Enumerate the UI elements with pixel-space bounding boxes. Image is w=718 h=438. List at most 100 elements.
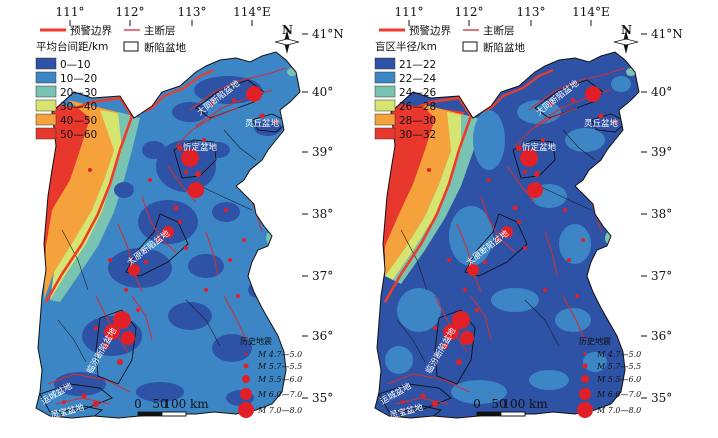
legend-class-label: 28—30 [399,115,436,127]
lat-label: 36° [312,329,333,343]
eq-legend-symbol [577,402,593,418]
class-patches-22-24 [385,76,631,404]
scale-label: 0 [473,397,481,411]
lat-label: 35° [651,391,672,405]
lat-label: 41°N [312,27,344,41]
lat-label: 41°N [651,27,683,41]
legend-class-label: 20—30 [60,87,97,99]
eq-legend-title: 历史地震 [240,336,272,346]
legend-basin-swatch [462,41,478,52]
fault-basin-outlines [378,79,628,418]
lat-label: 36° [651,329,672,343]
scale-bar [137,411,187,417]
lat-label: 38° [651,207,672,221]
eq-legend-title: 历史地震 [579,336,611,346]
lon-label: 112° [455,5,484,19]
panel-left [35,51,301,419]
eq-legend-symbol [582,363,588,369]
secondary-fault-lines [396,129,596,363]
main-fault-lines [47,67,287,405]
panel-overlay-2: 111° 112° 113° 114°E 41°N 40° 39° 38° 37° 36° 35° N… [374,5,683,421]
legend-class-label: 40—50 [60,115,97,127]
eq-legend-label: M 7.0—8.0 [596,406,641,415]
lon-label: 113° [178,5,207,19]
scale-label: 100 km [502,397,548,411]
legend-class-swatch [35,71,57,84]
eq-legend-symbol [238,402,254,418]
legend-class-swatch [35,57,57,70]
north-arrow-icon [274,30,300,54]
legend-class-swatch [374,57,396,70]
eq-legend-symbol [240,388,252,400]
legend-class-swatch [35,127,57,140]
scale-label: 100 km [163,397,209,411]
legend-class-swatch [35,85,57,98]
eq-legend-label: M 5.7—5.5 [257,362,302,371]
eq-legend-symbol [244,352,248,356]
legend-class-label: 26—28 [399,101,436,113]
eq-legend-label: M 6.0—7.0 [257,390,302,399]
class-band-28-30 [385,104,469,276]
panel-right [374,51,640,419]
eq-legend-label: M 4.7—5.0 [257,350,302,359]
legend-class-label: 22—24 [399,73,437,85]
legend-class-label: 10—20 [60,73,97,85]
legend-class-swatch [374,85,396,98]
lat-label: 40° [651,85,672,99]
legend-basin-label: 断陷盆地 [483,41,525,54]
class-band-30-40 [50,110,134,300]
legend-class-swatch [374,127,396,140]
lat-label: 37° [651,269,672,283]
warning-boundary-line-north [470,68,554,118]
eq-legend-label: M 5.5—6.0 [257,375,302,384]
legend-fault-label: 主断层 [144,24,176,37]
lon-label: 111° [395,5,424,19]
class-band-26-28 [385,112,475,280]
legend-class-swatch [35,99,57,112]
legend-warning-label: 预警边界 [409,24,451,37]
warning-boundary-line [383,96,473,303]
lat-label: 40° [312,85,333,99]
legend-class-label: 24—26 [399,87,437,99]
lon-label: 114°E [572,5,610,19]
class-band-40-50 [44,100,134,300]
class-band-20-30 [50,112,140,302]
legend-basin-swatch [123,41,139,52]
legend-class-label: 0—10 [60,59,91,71]
basin-label: 忻定盆地 [522,142,557,153]
earthquake-dots [62,86,278,407]
lat-label: 38° [312,207,333,221]
legend-class-label: 21—22 [399,59,436,71]
scale-label: 50 [152,397,167,411]
north-label: N [621,23,632,37]
lon-label: 112° [116,5,145,19]
secondary-fault-lines [57,129,257,363]
eq-legend-label: M 5.7—5.5 [596,362,641,371]
warning-boundary-line-north [131,68,215,118]
warning-boundary-line [44,96,134,303]
legend-class-swatch [374,113,396,126]
eq-legend-symbol [579,388,591,400]
legend-class-label: 30—40 [60,101,97,113]
eq-legend-symbol [583,352,587,356]
eq-legend-label: M 6.0—7.0 [596,390,641,399]
legend-class-label: 50—60 [60,129,97,141]
eq-legend-label: M 5.5—6.0 [596,375,641,384]
north-label: N [282,23,293,37]
lon-label: 111° [56,5,85,19]
legend-class-swatch [374,71,396,84]
legend-class-label: 30—32 [399,129,436,141]
eq-legend-label: M 4.7—5.0 [596,350,641,359]
legend-fault-label: 主断层 [483,24,515,37]
earthquake-dots [401,86,617,407]
eq-legend-label: M 7.0—8.0 [257,406,302,415]
lat-label: 39° [651,145,672,159]
lat-label: 35° [312,391,333,405]
legend-basin-label: 断陷盆地 [144,41,186,54]
basin-label: 灵丘盆地 [245,118,280,129]
legend-warning-label: 预警边界 [70,24,112,37]
scale-label: 50 [491,397,506,411]
basin-label: 忻定盆地 [183,142,218,153]
scale-label: 0 [134,397,142,411]
